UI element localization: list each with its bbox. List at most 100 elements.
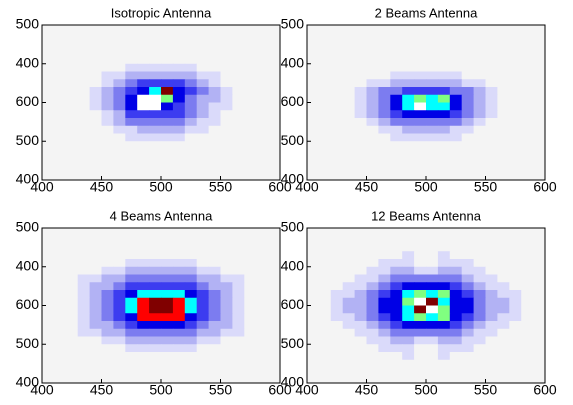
heatmap-cell bbox=[137, 321, 150, 330]
heatmap-cell bbox=[390, 274, 403, 283]
heatmap-cell bbox=[256, 149, 269, 158]
heatmap-cell bbox=[533, 313, 546, 322]
heatmap-cell bbox=[366, 25, 379, 34]
heatmap-cell bbox=[378, 313, 391, 322]
heatmap-cell bbox=[137, 228, 150, 237]
heatmap-cell bbox=[342, 56, 355, 65]
heatmap-cell bbox=[149, 79, 162, 88]
heatmap-cell bbox=[137, 266, 150, 275]
heatmap-cell bbox=[402, 243, 415, 252]
heatmap-cell bbox=[497, 87, 510, 96]
x-tick-label: 450 bbox=[355, 382, 379, 398]
heatmap-cell bbox=[101, 172, 114, 181]
heatmap-cell bbox=[232, 156, 245, 165]
heatmap-cell bbox=[426, 282, 439, 291]
heatmap-cell bbox=[196, 336, 209, 345]
heatmap-cell bbox=[232, 274, 245, 283]
heatmap-cell bbox=[342, 48, 355, 57]
heatmap-cell bbox=[402, 40, 415, 49]
heatmap-cell bbox=[77, 156, 90, 165]
heatmap-cell bbox=[113, 79, 126, 88]
heatmap-cell bbox=[342, 282, 355, 291]
heatmap-cell bbox=[196, 172, 209, 181]
heatmap-cell bbox=[184, 290, 198, 299]
heatmap-cell bbox=[330, 63, 344, 72]
heatmap-cell bbox=[485, 164, 498, 173]
heatmap-cell bbox=[342, 25, 355, 34]
heatmap-cell bbox=[318, 56, 332, 65]
heatmap-cell bbox=[113, 282, 126, 291]
heatmap-cell bbox=[318, 266, 332, 275]
heatmap-cell bbox=[402, 344, 415, 353]
heatmap-cell bbox=[378, 63, 391, 72]
heatmap-cell bbox=[196, 282, 209, 291]
heatmap-cell bbox=[461, 274, 474, 283]
heatmap-cell bbox=[330, 149, 344, 158]
heatmap-cell bbox=[256, 235, 269, 244]
heatmap-cell bbox=[509, 266, 522, 275]
heatmap-cell bbox=[366, 228, 379, 237]
heatmap-cell bbox=[268, 328, 281, 337]
heatmap-cell bbox=[161, 251, 174, 260]
heatmap-cell bbox=[342, 290, 355, 299]
heatmap-cell bbox=[342, 336, 355, 345]
heatmap-cell bbox=[473, 87, 486, 96]
heatmap-cell bbox=[485, 63, 498, 72]
heatmap-cell bbox=[89, 48, 102, 57]
heatmap-cell bbox=[220, 63, 233, 72]
heatmap-cell bbox=[390, 328, 403, 337]
heatmap-cell bbox=[414, 25, 427, 34]
heatmap-cell bbox=[101, 133, 114, 142]
heatmap-cell bbox=[414, 56, 427, 65]
heatmap-cell bbox=[256, 48, 269, 57]
heatmap-cell bbox=[402, 133, 415, 142]
heatmap-cell bbox=[53, 48, 67, 57]
heatmap-cell bbox=[149, 359, 162, 368]
heatmap-cell bbox=[232, 40, 245, 49]
heatmap-cell bbox=[65, 313, 79, 322]
heatmap-cell bbox=[497, 94, 510, 103]
heatmap-cell bbox=[378, 375, 391, 384]
heatmap-cell bbox=[137, 243, 150, 252]
heatmap-cell bbox=[220, 94, 233, 103]
heatmap-cell bbox=[437, 243, 451, 252]
heatmap-cell bbox=[497, 266, 510, 275]
heatmap-cell bbox=[101, 40, 114, 49]
heatmap-cell bbox=[42, 110, 55, 119]
heatmap-cell bbox=[53, 63, 67, 72]
heatmap-cell bbox=[256, 290, 269, 299]
heatmap-cell bbox=[113, 297, 126, 306]
heatmap-cell bbox=[473, 328, 486, 337]
heatmap-cell bbox=[485, 352, 498, 361]
heatmap-cell bbox=[65, 235, 79, 244]
heatmap-cell bbox=[449, 25, 463, 34]
heatmap-cell bbox=[184, 141, 198, 150]
heatmap-cell bbox=[65, 118, 79, 127]
heatmap-cell bbox=[125, 133, 138, 142]
heatmap-cell bbox=[77, 164, 90, 173]
heatmap-cell bbox=[149, 71, 162, 80]
heatmap-cell bbox=[149, 102, 162, 111]
heatmap-cell bbox=[149, 118, 162, 127]
heatmap-cell bbox=[473, 164, 486, 173]
heatmap-cell bbox=[149, 87, 162, 96]
heatmap-cell bbox=[437, 71, 451, 80]
heatmap-cell bbox=[161, 321, 174, 330]
heatmap-cell bbox=[53, 313, 67, 322]
heatmap-cell bbox=[342, 102, 355, 111]
heatmap-cell bbox=[330, 367, 344, 376]
heatmap-cell bbox=[307, 164, 320, 173]
heatmap-cell bbox=[208, 79, 221, 88]
heatmap-cell bbox=[65, 274, 79, 283]
heatmap-cell bbox=[256, 251, 269, 260]
heatmap-cell bbox=[42, 375, 55, 384]
heatmap-cell bbox=[521, 79, 534, 88]
heatmap-cell bbox=[414, 63, 427, 72]
heatmap-cell bbox=[473, 313, 486, 322]
heatmap-cell bbox=[497, 79, 510, 88]
heatmap-cell bbox=[65, 305, 79, 314]
heatmap-cell bbox=[485, 110, 498, 119]
heatmap-cell bbox=[53, 305, 67, 314]
heatmap-cell bbox=[426, 164, 439, 173]
heatmap-cell bbox=[53, 359, 67, 368]
